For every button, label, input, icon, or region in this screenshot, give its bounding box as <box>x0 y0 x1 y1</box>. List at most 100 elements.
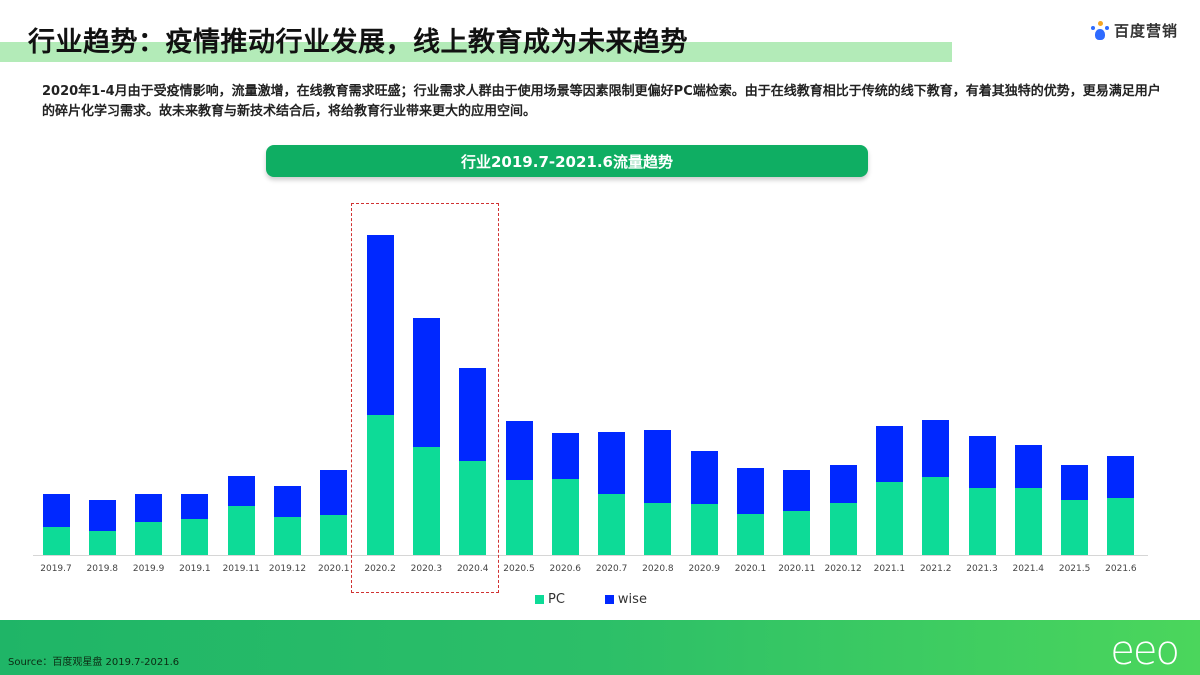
bar-segment-wise <box>366 235 394 415</box>
bar-2020.1 <box>737 468 764 555</box>
x-tick-label: 2021.6 <box>1105 564 1137 574</box>
bar-segment-wise <box>412 318 440 447</box>
bar-segment-pc <box>181 519 209 555</box>
pc-swatch-icon <box>535 595 544 604</box>
bar-2020.8 <box>644 430 672 555</box>
x-tick-label: 2020.3 <box>410 564 443 574</box>
bar-segment-pc <box>737 514 764 555</box>
page-title: 行业趋势：疫情推动行业发展，线上教育成为未来趋势 <box>28 27 688 58</box>
highlight-box <box>351 203 499 593</box>
bar-2021.6 <box>1107 456 1135 555</box>
x-tick-label: 2021.1 <box>873 564 906 574</box>
x-tick-label: 2019.8 <box>86 564 119 574</box>
bar-2020.1 <box>320 470 348 555</box>
bar-2020.9 <box>690 451 718 555</box>
bar-segment-pc <box>875 482 903 555</box>
bar-segment-wise <box>875 426 903 482</box>
baidu-paw-icon <box>1090 20 1110 41</box>
legend-label: wise <box>617 592 647 607</box>
bar-segment-wise <box>135 494 163 522</box>
bar-segment-wise <box>968 436 996 488</box>
bar-segment-wise <box>320 470 348 515</box>
bar-segment-pc <box>1107 498 1135 555</box>
footer-bar <box>0 620 1200 675</box>
x-tick-label: 2020.5 <box>503 564 535 574</box>
wise-swatch-icon <box>604 595 614 604</box>
x-tick-label: 2019.11 <box>222 564 260 574</box>
bar-2020.12 <box>829 465 857 555</box>
x-tick-label: 2021.2 <box>919 564 952 574</box>
x-tick-label: 2020.1 <box>734 564 767 574</box>
eeo-logo: eeo <box>1110 628 1180 674</box>
bar-2019.11 <box>227 476 255 555</box>
x-tick-label: 2020.1 <box>318 564 350 574</box>
bar-segment-wise <box>88 500 116 531</box>
x-tick-label: 2019.9 <box>132 564 165 574</box>
bar-segment-pc <box>1061 500 1089 555</box>
brand-logo: 百度营销 <box>1090 20 1178 41</box>
bar-segment-wise <box>644 430 672 503</box>
x-tick-label: 2019.1 <box>179 564 211 574</box>
bar-segment-pc <box>135 522 163 555</box>
bar-2021.2 <box>922 420 950 555</box>
legend-item-wise: wise <box>604 592 647 607</box>
x-tick-label: 2020.6 <box>549 564 582 574</box>
bar-segment-wise <box>274 486 301 517</box>
bar-2019.7 <box>42 494 70 555</box>
x-tick-label: 2020.8 <box>642 564 674 574</box>
bar-segment-wise <box>505 421 533 480</box>
bar-segment-wise <box>42 494 70 527</box>
bar-segment-pc <box>88 531 116 555</box>
title-band <box>0 42 952 62</box>
bar-2020.11 <box>783 470 811 555</box>
source-note: Source：百度观星盘 2019.7-2021.6 <box>8 657 180 668</box>
bar-segment-wise <box>551 433 579 479</box>
bar-segment-pc <box>690 504 718 555</box>
bar-segment-wise <box>690 451 718 504</box>
bar-segment-pc <box>783 511 811 555</box>
brand-name: 百度营销 <box>1113 22 1178 40</box>
bar-2020.3 <box>412 318 440 555</box>
bar-2019.1 <box>181 494 209 555</box>
chart-legend: PC wise <box>535 592 647 607</box>
x-tick-label: 2020.7 <box>595 564 628 574</box>
bar-segment-wise <box>1014 445 1042 488</box>
bar-segment-pc <box>505 480 533 555</box>
bar-2021.5 <box>1061 465 1089 555</box>
bar-2021.4 <box>1014 445 1042 555</box>
bar-segment-pc <box>412 447 440 555</box>
bar-2020.6 <box>551 433 579 555</box>
bar-segment-wise <box>1061 465 1089 500</box>
bar-2019.9 <box>135 494 163 555</box>
bar-segment-pc <box>320 515 348 555</box>
bar-segment-pc <box>1014 488 1042 555</box>
x-tick-label: 2020.9 <box>688 564 720 574</box>
x-axis-line <box>33 555 1148 556</box>
bar-segment-pc <box>598 494 626 555</box>
chart-title: 行业2019.7-2021.6流量趋势 <box>266 145 868 177</box>
x-tick-label: 2019.7 <box>40 564 72 574</box>
bar-2020.4 <box>459 368 487 555</box>
legend-item-pc: PC <box>535 592 565 607</box>
bar-segment-pc <box>459 461 487 555</box>
x-tick-label: 2020.11 <box>778 564 816 574</box>
bar-2020.7 <box>598 432 626 555</box>
bar-segment-pc <box>42 527 70 555</box>
x-tick-label: 2020.4 <box>456 564 489 574</box>
bar-2021.1 <box>875 426 903 555</box>
legend-label: PC <box>548 592 565 607</box>
x-tick-label: 2019.12 <box>268 564 307 574</box>
bar-segment-wise <box>922 420 950 477</box>
bar-segment-wise <box>1107 456 1135 498</box>
bar-2020.5 <box>505 421 533 555</box>
bar-segment-wise <box>181 494 209 519</box>
bar-segment-pc <box>644 503 672 555</box>
x-tick-label: 2021.4 <box>1012 564 1045 574</box>
bar-segment-wise <box>598 432 626 494</box>
description-text: 2020年1-4月由于受疫情影响，流量激增，在线教育需求旺盛；行业需求人群由于使… <box>42 84 1161 119</box>
x-tick-label: 2021.3 <box>966 564 998 574</box>
bar-segment-wise <box>459 368 487 461</box>
x-tick-label: 2020.2 <box>364 564 396 574</box>
bar-segment-pc <box>366 415 394 555</box>
bar-2021.3 <box>968 436 996 555</box>
